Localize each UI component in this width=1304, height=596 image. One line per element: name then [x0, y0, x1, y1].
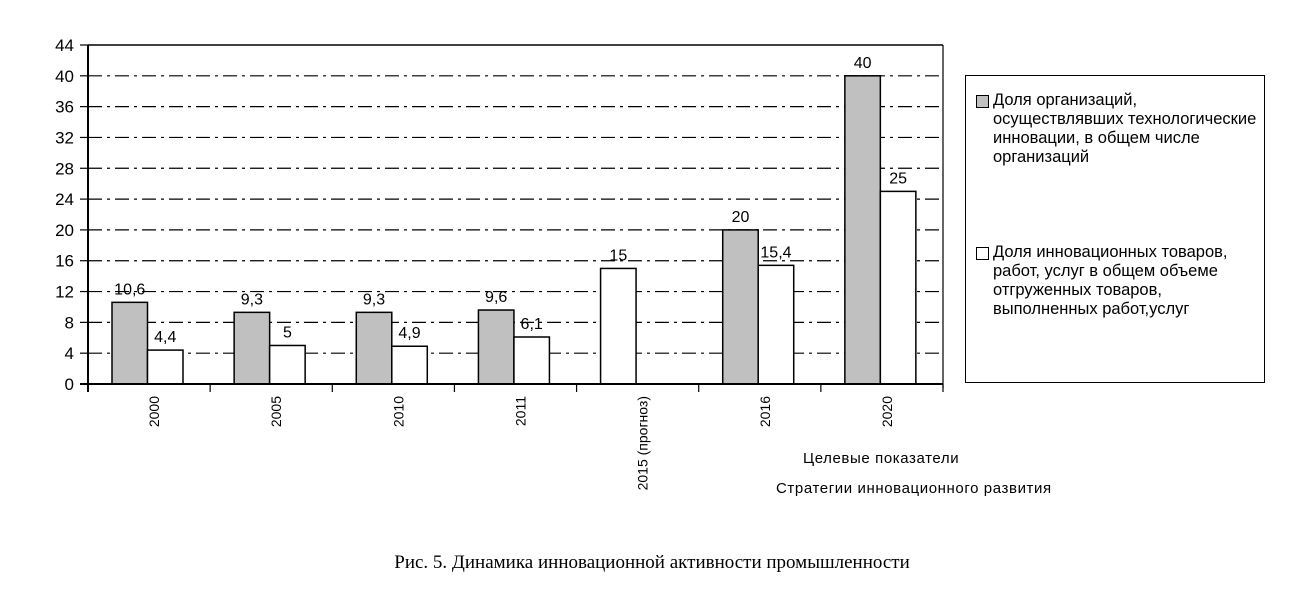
y-tick-label: 28	[55, 159, 74, 178]
bar-innovative-goods	[879, 190, 917, 385]
data-label: 9,3	[363, 291, 385, 308]
bar-innovative-goods	[599, 267, 637, 385]
y-tick-label: 8	[65, 313, 74, 332]
bar-innovative-goods	[391, 345, 429, 385]
legend: Доля организаций, осуществлявших техноло…	[965, 75, 1265, 383]
bar-innovative-goods	[268, 344, 306, 385]
data-label: 40	[854, 55, 872, 72]
data-label: 6,1	[521, 316, 543, 333]
x-tick-label: 2020	[879, 396, 895, 427]
bar-chart: 0 4 8 12 16 20 24 28 32 36 40 44 10,6 4,4 2000 9,3 5 2005…	[55, 36, 944, 490]
bar-innovative-goods	[146, 349, 184, 385]
y-tick-label: 4	[65, 344, 74, 363]
bar-organizations	[844, 75, 882, 385]
y-tick-label: 36	[55, 98, 74, 117]
legend-swatch-grey	[976, 95, 989, 108]
y-tick-label: 44	[55, 36, 74, 55]
data-label: 9,3	[241, 291, 263, 308]
data-label: 25	[889, 170, 907, 187]
x-axis-title-line-1: Целевые показатели	[803, 450, 960, 467]
x-tick-label: 2000	[146, 396, 162, 427]
legend-label: Доля организаций, осуществлявших техноло…	[993, 91, 1257, 166]
y-tick-label: 24	[55, 190, 74, 209]
legend-swatch-white	[976, 247, 989, 260]
y-tick-label: 16	[55, 252, 74, 271]
data-label: 4,4	[154, 329, 176, 346]
data-label: 20	[732, 209, 750, 226]
data-label: 5	[283, 324, 292, 341]
data-label: 9,6	[485, 289, 507, 306]
x-tick-label: 2005	[268, 396, 284, 427]
x-tick-label: 2016	[757, 396, 773, 427]
bar-innovative-goods	[757, 264, 795, 385]
data-label: 4,9	[398, 325, 420, 342]
bar-organizations	[721, 229, 759, 385]
data-label: 15	[609, 247, 627, 264]
legend-label: Доля инновационных товаров, работ, услуг…	[993, 243, 1228, 318]
bar-organizations	[233, 311, 271, 385]
x-tick-label: 2010	[390, 396, 406, 427]
bar-organizations	[355, 311, 393, 385]
x-axis-title-line-2: Стратегии инновационного развития	[776, 480, 1052, 497]
y-tick-label: 0	[65, 375, 74, 394]
data-label: 10,6	[114, 281, 145, 298]
data-label: 15,4	[760, 244, 791, 261]
bar-innovative-goods	[513, 336, 551, 385]
x-tick-label: 2011	[513, 396, 529, 426]
x-tick-label: 2015 (прогноз)	[635, 396, 651, 490]
bar-organizations	[111, 301, 149, 385]
y-tick-label: 12	[55, 283, 74, 302]
y-tick-label: 32	[55, 128, 74, 147]
y-tick-label: 20	[55, 221, 74, 240]
bar-organizations	[477, 309, 515, 385]
figure-caption: Рис. 5. Динамика инновационной активност…	[394, 552, 910, 573]
y-tick-label: 40	[55, 67, 74, 86]
